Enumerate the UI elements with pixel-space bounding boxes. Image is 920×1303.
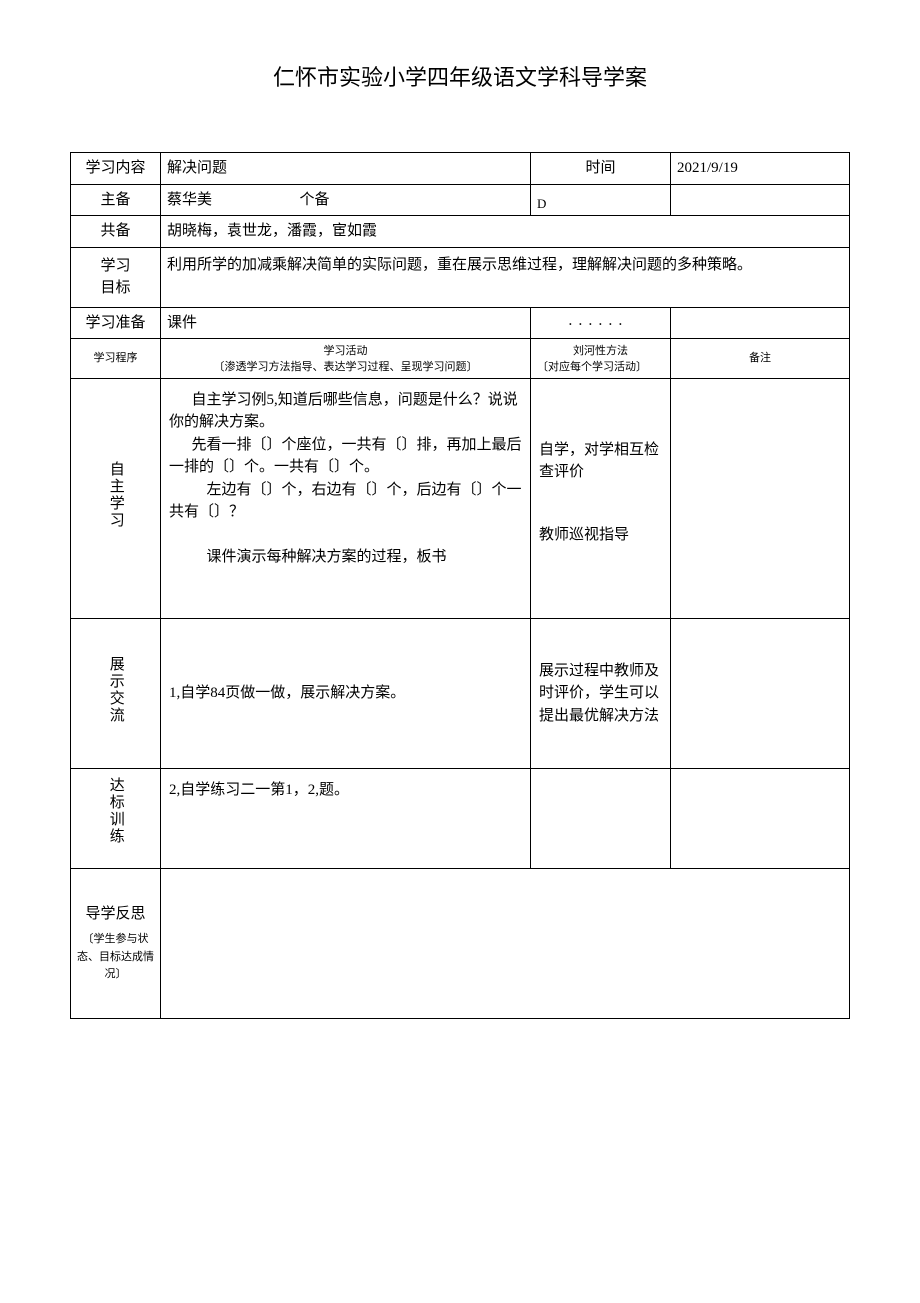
value-co-prep: 胡晓梅，袁世龙，潘霞，宦如霞 xyxy=(161,216,850,248)
method-training xyxy=(531,768,671,868)
label-training: 达标训练 xyxy=(71,768,161,868)
content-showcase: 1,自学84页做一做，展示解决方案。 xyxy=(161,618,531,768)
d-cell: D xyxy=(531,184,671,216)
value-main-prep: 蔡华美 个备 xyxy=(161,184,531,216)
content-reflection xyxy=(161,868,850,1018)
lesson-plan-table: 学习内容 解决问题 时间 2021/9/19 主备 蔡华美 个备 D 共备 胡晓… xyxy=(70,152,850,1019)
label-showcase: 展示交流 xyxy=(71,618,161,768)
header-notes: 备注 xyxy=(671,339,850,379)
header-method: 刘河性方法 〔对应每个学习活动〕 xyxy=(531,339,671,379)
label-reflection: 导学反思 〔学生参与状态、目标达成情况〕 xyxy=(71,868,161,1018)
label-content: 学习内容 xyxy=(71,153,161,185)
value-objective: 利用所学的加减乘解决简单的实际问题，重在展示思维过程，理解解决问题的多种策略。 xyxy=(161,247,850,307)
content-training: 2,自学练习二一第1，2,题。 xyxy=(161,768,531,868)
value-prep: 课件 xyxy=(161,307,531,339)
header-activity: 学习活动 〔渗透学习方法指导、表达学习过程、呈现学习问题〕 xyxy=(161,339,531,379)
label-prep: 学习准备 xyxy=(71,307,161,339)
content-self-study: 自主学习例5,知道后哪些信息，问题是什么？说说你的解决方案。 先看一排〔〕个座位… xyxy=(161,378,531,618)
label-co-prep: 共备 xyxy=(71,216,161,248)
value-time: 2021/9/19 xyxy=(671,153,850,185)
document-title: 仁怀市实验小学四年级语文学科导学案 xyxy=(70,60,850,92)
notes-training xyxy=(671,768,850,868)
label-time: 时间 xyxy=(531,153,671,185)
value-content: 解决问题 xyxy=(161,153,531,185)
label-objective: 学习 目标 xyxy=(71,247,161,307)
label-self-study: 自主学习 xyxy=(71,378,161,618)
empty-cell xyxy=(671,184,850,216)
dots-cell: ．．．．．． xyxy=(531,307,671,339)
label-sequence: 学习程序 xyxy=(71,339,161,379)
method-self-study: 自学，对学相互检查评价 教师巡视指导 xyxy=(531,378,671,618)
method-showcase: 展示过程中教师及时评价，学生可以提出最优解决方法 xyxy=(531,618,671,768)
notes-self-study xyxy=(671,378,850,618)
label-main-prep: 主备 xyxy=(71,184,161,216)
notes-showcase xyxy=(671,618,850,768)
empty-cell-prep xyxy=(671,307,850,339)
